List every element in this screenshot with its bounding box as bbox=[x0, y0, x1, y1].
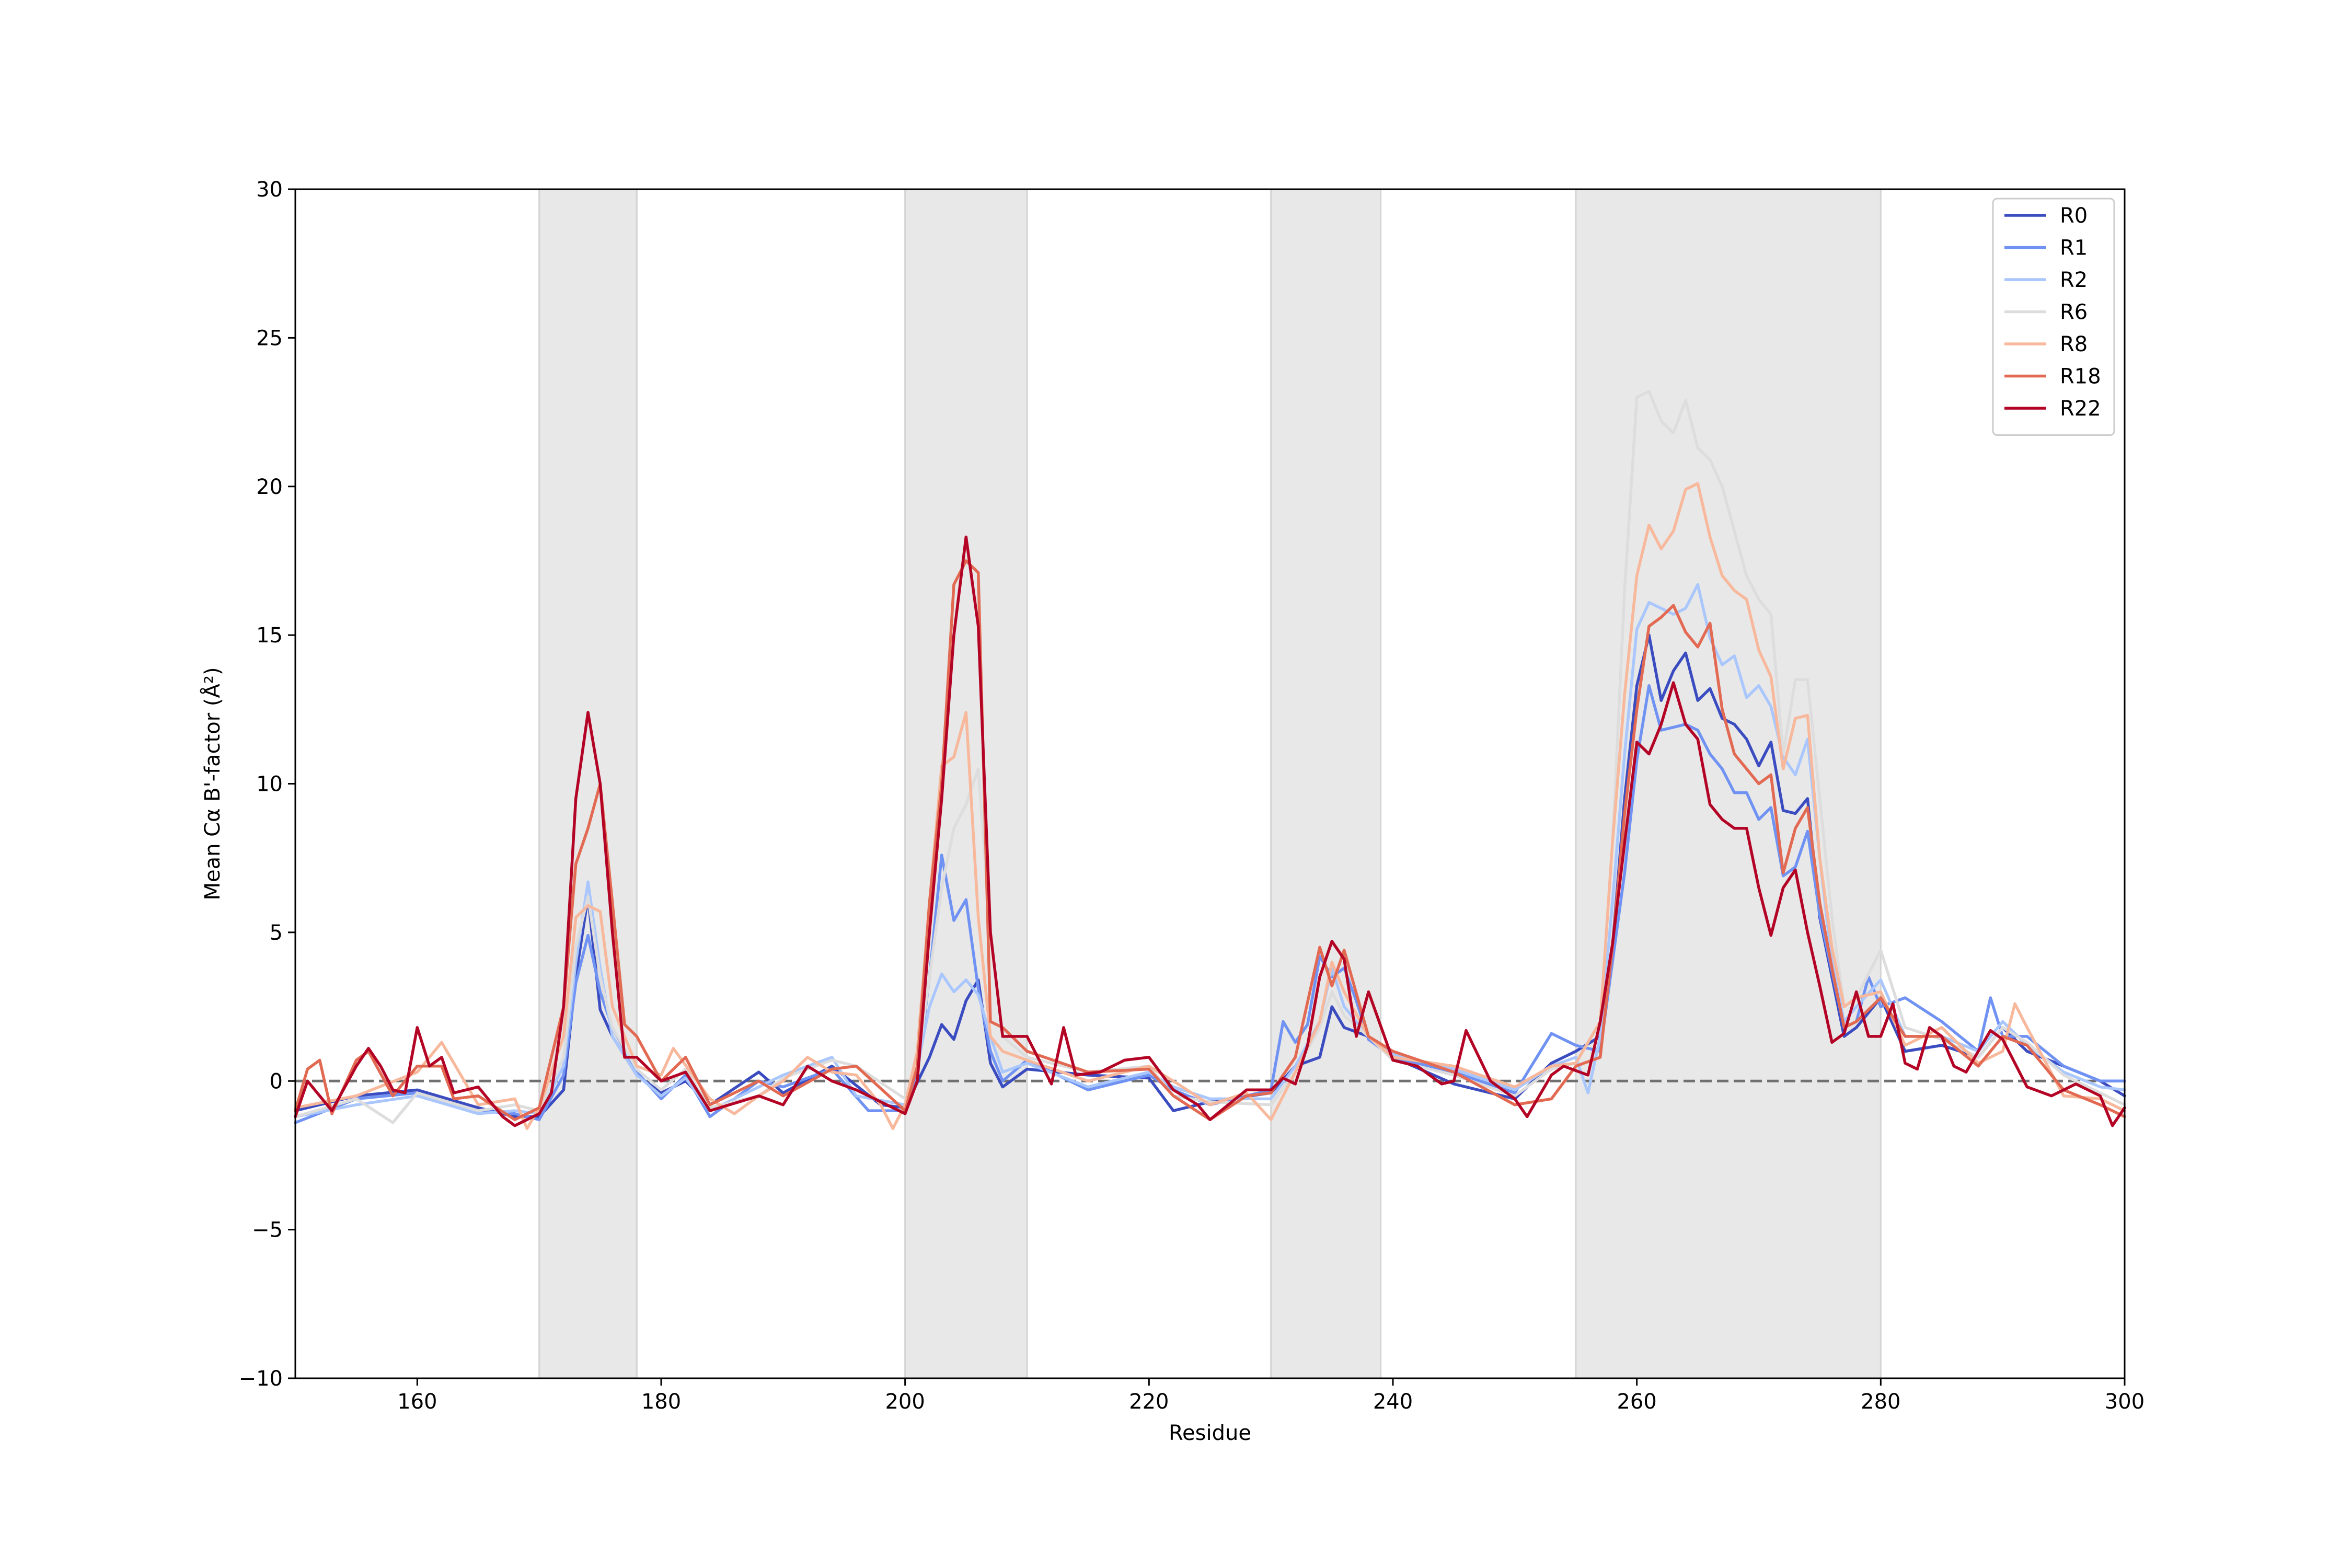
shaded-region-2 bbox=[904, 188, 1028, 1379]
y-tick-label: 25 bbox=[256, 326, 283, 350]
x-tick-label: 300 bbox=[2105, 1390, 2145, 1414]
y-tick-label: 5 bbox=[270, 921, 283, 945]
y-tick-label: −5 bbox=[252, 1218, 283, 1242]
y-axis-label: Mean Cα B'-factor (Å²) bbox=[200, 667, 225, 900]
x-tick-label: 240 bbox=[1373, 1390, 1413, 1414]
series-line-r6 bbox=[294, 389, 2126, 1124]
x-tick-label: 180 bbox=[641, 1390, 681, 1414]
y-tick-label: 0 bbox=[270, 1069, 283, 1093]
x-tick-label: 160 bbox=[397, 1390, 437, 1414]
series-line-r22 bbox=[294, 535, 2126, 1127]
shaded-region-1 bbox=[538, 188, 638, 1379]
x-tick-label: 220 bbox=[1129, 1390, 1169, 1414]
legend-label-r1: R1 bbox=[2060, 236, 2088, 260]
y-tick-label: 20 bbox=[256, 475, 283, 499]
legend-label-r2: R2 bbox=[2060, 268, 2088, 292]
legend-items: R0 R1 R2 R6 R8 R18 R22 bbox=[2004, 204, 2101, 421]
y-tick-label: 15 bbox=[256, 624, 283, 648]
x-tick-label: 280 bbox=[1861, 1390, 1900, 1414]
y-tick-label: −10 bbox=[239, 1367, 283, 1391]
series-line-r18 bbox=[294, 559, 2126, 1121]
series-lines bbox=[294, 389, 2126, 1131]
y-tick-label: 10 bbox=[256, 773, 283, 797]
x-tick-label: 200 bbox=[885, 1390, 925, 1414]
legend-label-r0: R0 bbox=[2060, 204, 2088, 228]
x-axis-ticks: 160 180 200 220 240 260 280 300 bbox=[397, 1378, 2145, 1414]
legend-label-r18: R18 bbox=[2060, 365, 2101, 389]
y-tick-label: 30 bbox=[256, 178, 283, 202]
legend: R0 R1 R2 R6 R8 R18 R22 bbox=[1992, 198, 2115, 436]
x-axis-label: Residue bbox=[1169, 1421, 1251, 1445]
y-axis-ticks: −10 −5 0 5 10 15 20 25 30 bbox=[239, 178, 295, 1391]
x-tick-label: 260 bbox=[1617, 1390, 1656, 1414]
legend-label-r6: R6 bbox=[2060, 301, 2088, 325]
legend-label-r8: R8 bbox=[2060, 332, 2088, 356]
shaded-region-3 bbox=[1270, 188, 1382, 1379]
legend-label-r22: R22 bbox=[2060, 397, 2101, 421]
